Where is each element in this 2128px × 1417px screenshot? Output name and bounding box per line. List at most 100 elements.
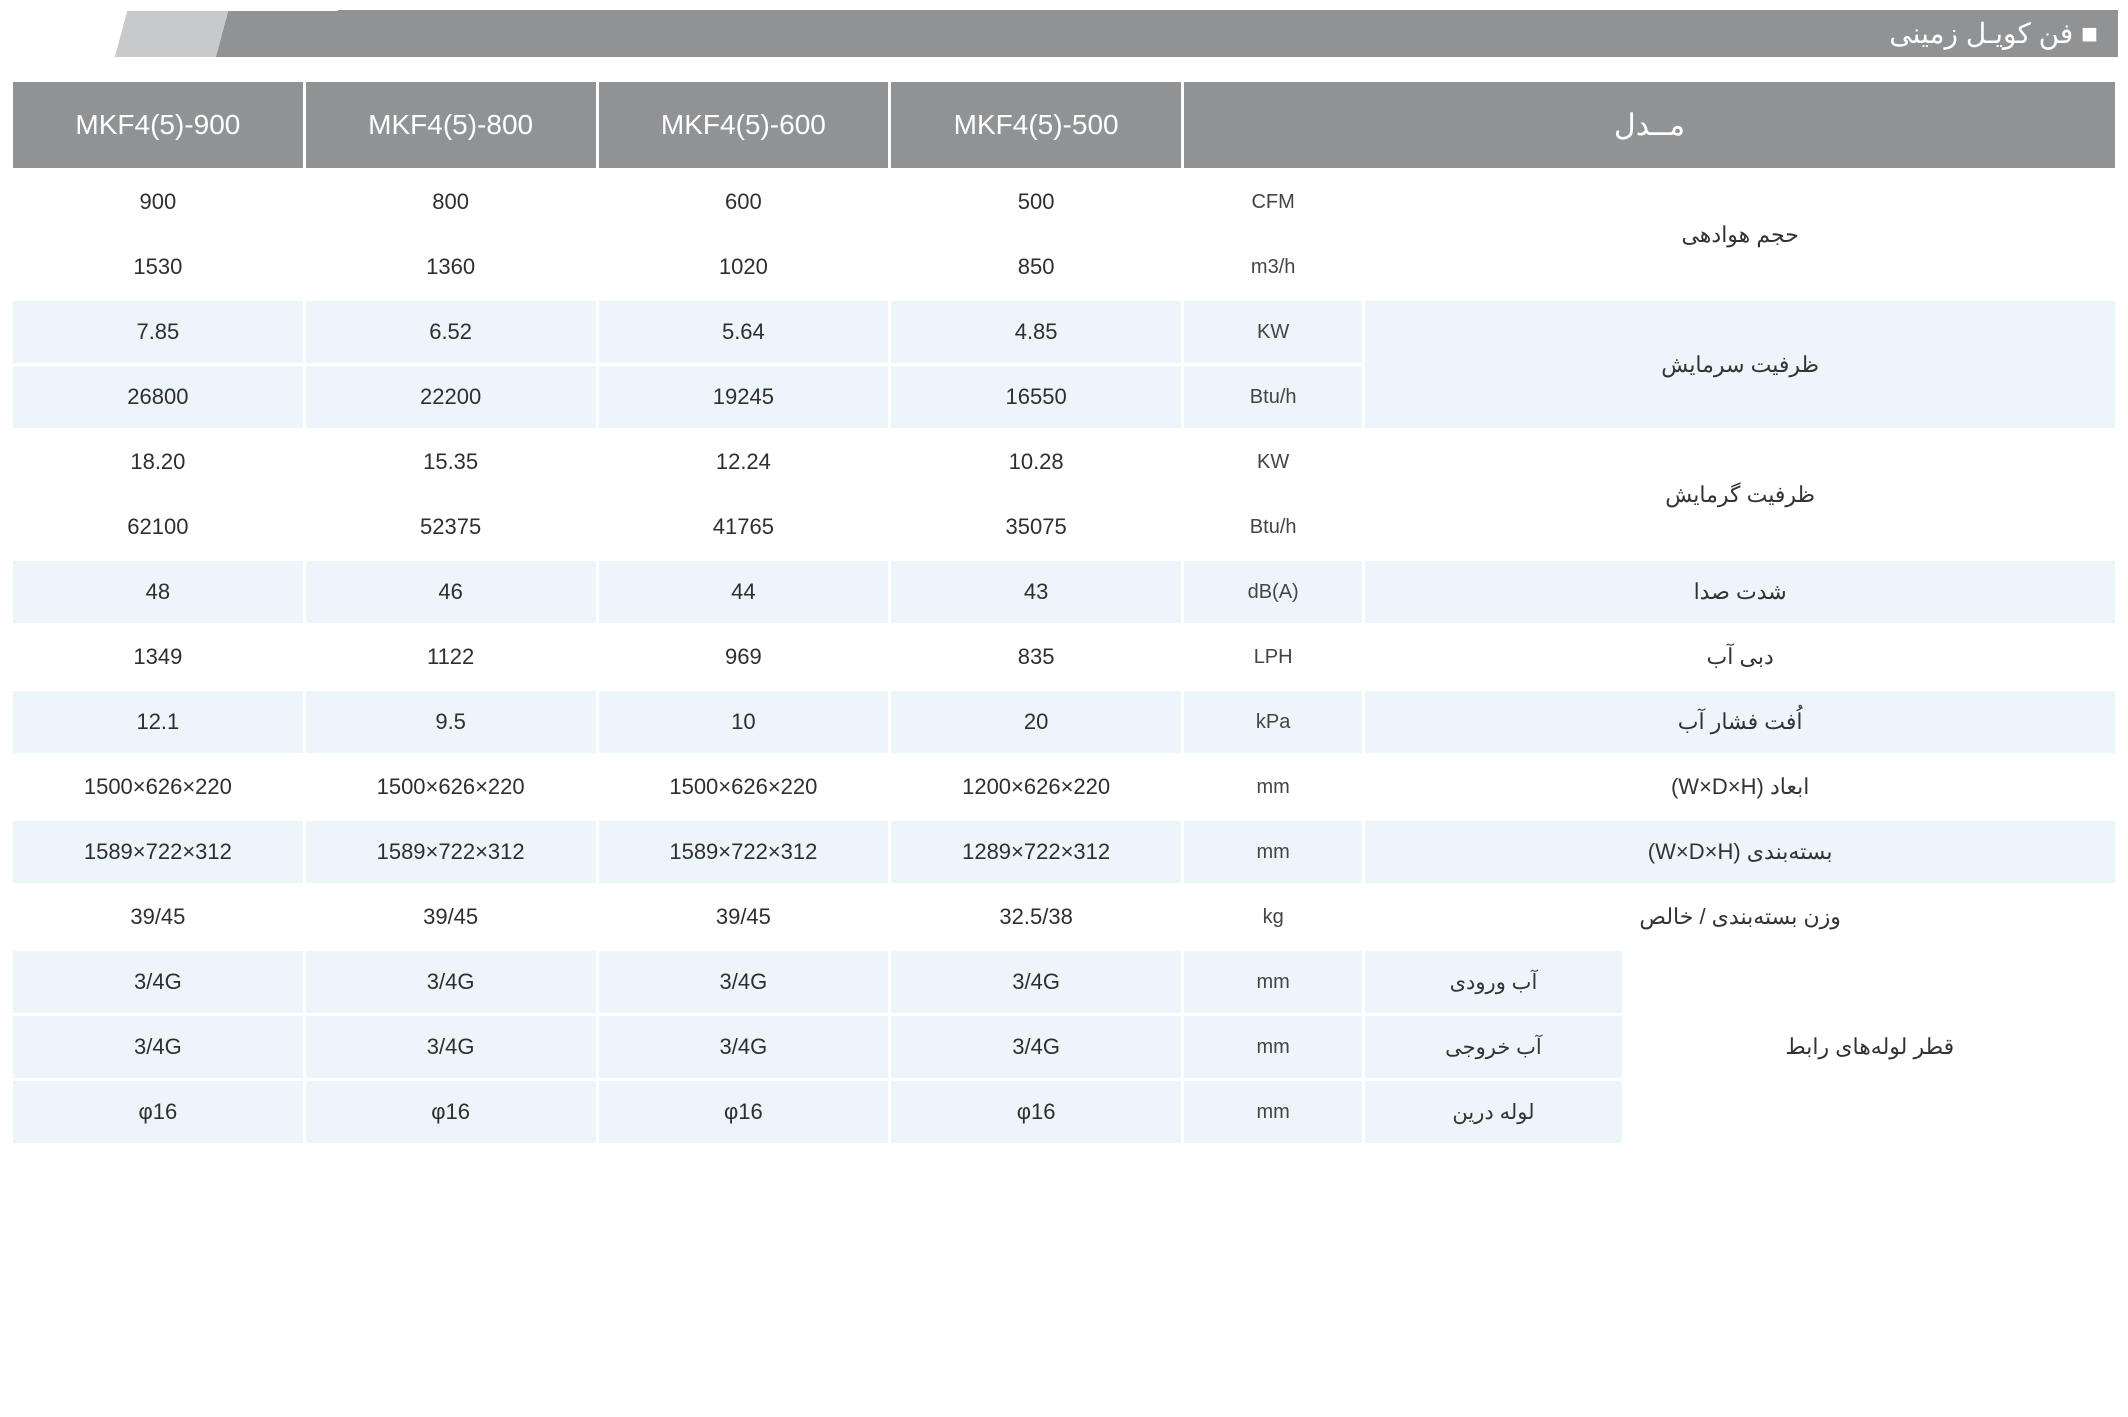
data-cell: 1530: [13, 236, 303, 298]
data-cell: 500: [891, 171, 1181, 233]
unit-cell: mm: [1184, 756, 1362, 818]
table-row: 48464443dB(A)شدت صدا: [13, 561, 2115, 623]
data-cell: 1589×722×312: [306, 821, 596, 883]
data-cell: 26800: [13, 366, 303, 428]
unit-cell: CFM: [1184, 171, 1362, 233]
table-row: 18.2015.3512.2410.28KWظرفیت گرمایش: [13, 431, 2115, 493]
title-tail-decoration: [78, 11, 338, 57]
data-cell: 62100: [13, 496, 303, 558]
unit-cell: LPH: [1184, 626, 1362, 688]
label-cell: بسته‌بندی (W×D×H): [1365, 821, 2115, 883]
data-cell: φ16: [13, 1081, 303, 1143]
data-cell: 3/4G: [891, 1016, 1181, 1078]
data-cell: 1500×626×220: [306, 756, 596, 818]
label-cell: قطر لوله‌های رابط: [1625, 951, 2115, 1143]
table-row: 7.856.525.644.85KWظرفیت سرمایش: [13, 301, 2115, 363]
table-row: 900800600500CFMحجم هوادهی: [13, 171, 2115, 233]
data-cell: φ16: [891, 1081, 1181, 1143]
data-cell: 7.85: [13, 301, 303, 363]
data-cell: 3/4G: [306, 951, 596, 1013]
data-cell: 3/4G: [13, 1016, 303, 1078]
table-row: 1589×722×3121589×722×3121589×722×3121289…: [13, 821, 2115, 883]
model-header-3: MKF4(5)-500: [891, 82, 1181, 168]
unit-cell: dB(A): [1184, 561, 1362, 623]
data-cell: 32.5/38: [891, 886, 1181, 948]
data-cell: 1500×626×220: [13, 756, 303, 818]
unit-cell: kPa: [1184, 691, 1362, 753]
data-cell: 52375: [306, 496, 596, 558]
data-cell: 1360: [306, 236, 596, 298]
unit-cell: Btu/h: [1184, 496, 1362, 558]
data-cell: 1020: [599, 236, 889, 298]
data-cell: 835: [891, 626, 1181, 688]
data-cell: 850: [891, 236, 1181, 298]
model-header-0: MKF4(5)-900: [13, 82, 303, 168]
table-row: 13491122969835LPHدبی آب: [13, 626, 2115, 688]
data-cell: 15.35: [306, 431, 596, 493]
data-cell: φ16: [599, 1081, 889, 1143]
unit-cell: KW: [1184, 431, 1362, 493]
sublabel-cell: آب خروجی: [1365, 1016, 1621, 1078]
data-cell: 800: [306, 171, 596, 233]
table-body: 900800600500CFMحجم هوادهی153013601020850…: [13, 171, 2115, 1143]
spec-table: MKF4(5)-900 MKF4(5)-800 MKF4(5)-600 MKF4…: [10, 79, 2118, 1146]
data-cell: 600: [599, 171, 889, 233]
label-cell: ظرفیت سرمایش: [1365, 301, 2115, 428]
data-cell: 22200: [306, 366, 596, 428]
table-row: 1500×626×2201500×626×2201500×626×2201200…: [13, 756, 2115, 818]
data-cell: 39/45: [306, 886, 596, 948]
data-cell: 3/4G: [599, 1016, 889, 1078]
data-cell: 10.28: [891, 431, 1181, 493]
unit-cell: mm: [1184, 1081, 1362, 1143]
label-cell: ظرفیت گرمایش: [1365, 431, 2115, 558]
model-header-2: MKF4(5)-600: [599, 82, 889, 168]
model-label-header: مــدل: [1184, 82, 2115, 168]
page-title: فن کویـل زمینی: [338, 10, 2118, 57]
unit-cell: mm: [1184, 951, 1362, 1013]
data-cell: 1589×722×312: [599, 821, 889, 883]
data-cell: 35075: [891, 496, 1181, 558]
unit-cell: KW: [1184, 301, 1362, 363]
data-cell: 1589×722×312: [13, 821, 303, 883]
data-cell: 3/4G: [891, 951, 1181, 1013]
data-cell: 10: [599, 691, 889, 753]
label-cell: حجم هوادهی: [1365, 171, 2115, 298]
unit-cell: m3/h: [1184, 236, 1362, 298]
data-cell: 1349: [13, 626, 303, 688]
unit-cell: mm: [1184, 821, 1362, 883]
unit-cell: Btu/h: [1184, 366, 1362, 428]
data-cell: 12.1: [13, 691, 303, 753]
data-cell: 43: [891, 561, 1181, 623]
data-cell: 16550: [891, 366, 1181, 428]
data-cell: φ16: [306, 1081, 596, 1143]
data-cell: 18.20: [13, 431, 303, 493]
label-cell: وزن بسته‌بندی / خالص: [1365, 886, 2115, 948]
data-cell: 9.5: [306, 691, 596, 753]
sublabel-cell: آب ورودی: [1365, 951, 1621, 1013]
model-header-1: MKF4(5)-800: [306, 82, 596, 168]
table-row: 3/4G3/4G3/4G3/4Gmmآب ورودیقطر لوله‌های ر…: [13, 951, 2115, 1013]
data-cell: 20: [891, 691, 1181, 753]
data-cell: 4.85: [891, 301, 1181, 363]
unit-cell: kg: [1184, 886, 1362, 948]
data-cell: 900: [13, 171, 303, 233]
data-cell: 44: [599, 561, 889, 623]
data-cell: 48: [13, 561, 303, 623]
data-cell: 39/45: [13, 886, 303, 948]
label-cell: دبی آب: [1365, 626, 2115, 688]
table-row: 12.19.51020kPaاُفت فشار آب: [13, 691, 2115, 753]
header-row: MKF4(5)-900 MKF4(5)-800 MKF4(5)-600 MKF4…: [13, 82, 2115, 168]
data-cell: 41765: [599, 496, 889, 558]
label-cell: شدت صدا: [1365, 561, 2115, 623]
table-row: 39/4539/4539/4532.5/38kgوزن بسته‌بندی / …: [13, 886, 2115, 948]
title-bar: فن کویـل زمینی: [10, 10, 2118, 57]
data-cell: 6.52: [306, 301, 596, 363]
data-cell: 39/45: [599, 886, 889, 948]
data-cell: 12.24: [599, 431, 889, 493]
data-cell: 1122: [306, 626, 596, 688]
data-cell: 1289×722×312: [891, 821, 1181, 883]
unit-cell: mm: [1184, 1016, 1362, 1078]
data-cell: 1500×626×220: [599, 756, 889, 818]
sublabel-cell: لوله درین: [1365, 1081, 1621, 1143]
data-cell: 969: [599, 626, 889, 688]
